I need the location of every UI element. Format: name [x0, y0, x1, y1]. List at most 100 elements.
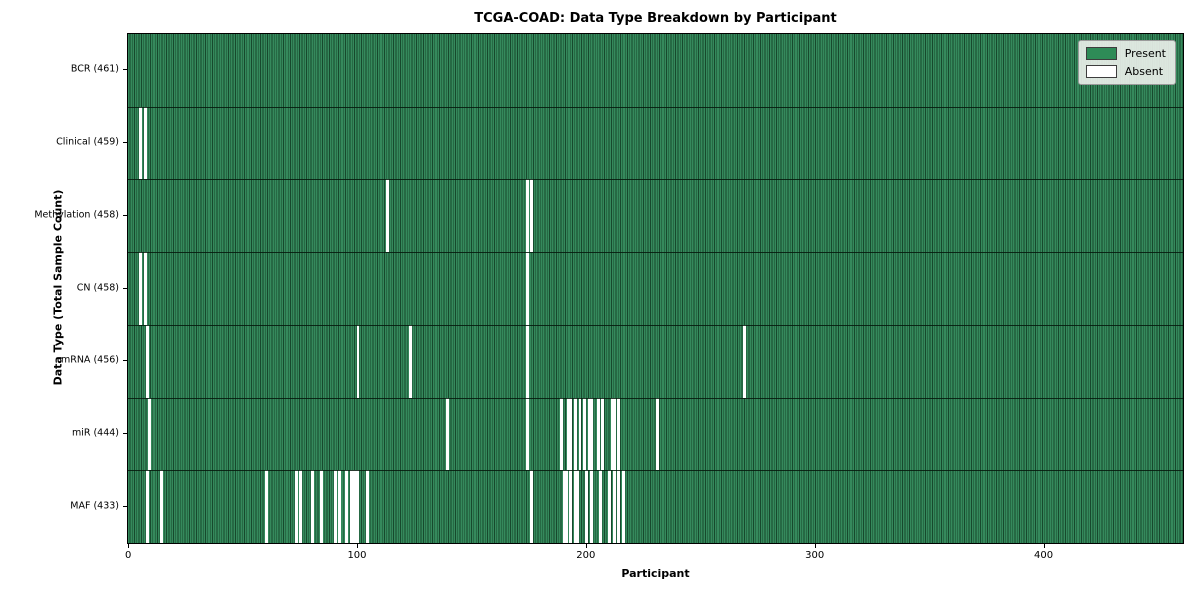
absent-gap [567, 397, 570, 471]
absent-gap [656, 397, 660, 471]
absent-gap [148, 397, 152, 471]
legend-entry-absent: Absent [1085, 65, 1166, 78]
row-divider [128, 324, 1183, 326]
heatmap-rows [128, 34, 1183, 543]
absent-gap [159, 470, 163, 543]
x-tick-mark [585, 544, 587, 548]
absent-gap [338, 470, 342, 543]
absent-gap [143, 106, 147, 180]
absent-gap [608, 470, 612, 543]
heatmap-row-MAF [128, 470, 1183, 543]
absent-gap [612, 397, 616, 471]
absent-gap [525, 324, 529, 398]
y-tick-label-MAF: MAF (433) [70, 500, 119, 512]
absent-gap [578, 397, 582, 471]
absent-gap [351, 470, 355, 543]
absent-gap [143, 252, 147, 325]
absent-gap [525, 179, 529, 253]
y-tick-mark [123, 214, 127, 216]
heatmap-row-miR [128, 397, 1183, 471]
heatmap-row-CN [128, 252, 1183, 325]
x-axis-label: Participant [621, 567, 690, 580]
x-tick-label-200: 200 [576, 550, 596, 561]
y-tick-label-Clinical: Clinical (459) [56, 136, 119, 148]
row-divider [128, 252, 1183, 254]
absent-gap [562, 470, 566, 543]
legend: Present Absent [1077, 40, 1176, 85]
absent-swatch [1085, 65, 1117, 78]
heatmap-row-Clinical [128, 106, 1183, 180]
absent-gap [743, 324, 747, 398]
absent-gap [569, 397, 573, 471]
absent-gap [617, 470, 621, 543]
absent-gap [576, 470, 580, 543]
y-tick-label-CN: CN (458) [76, 282, 119, 293]
absent-gap [146, 324, 149, 398]
absent-gap [525, 252, 529, 325]
heatmap-row-Methylation [128, 179, 1183, 253]
absent-gap [589, 470, 593, 543]
absent-gap [265, 470, 268, 543]
x-tick-mark [356, 544, 358, 548]
y-tick-label-miR: miR (444) [71, 427, 119, 439]
x-tick-mark [128, 544, 130, 548]
absent-gap [356, 324, 360, 398]
present-label: Present [1124, 47, 1166, 60]
absent-gap [573, 470, 577, 543]
absent-gap [386, 179, 390, 253]
y-tick-mark [123, 505, 127, 507]
x-tick-label-400: 400 [1033, 550, 1054, 561]
absent-gap [569, 470, 573, 543]
y-tick-mark [123, 142, 127, 144]
present-swatch [1085, 47, 1117, 60]
x-tick-label-300: 300 [805, 550, 825, 561]
y-tick-mark [123, 69, 127, 71]
absent-gap [560, 397, 564, 471]
absent-gap [589, 397, 593, 471]
y-tick-label-Methylation: Methylation (458) [34, 209, 119, 221]
absent-gap [530, 179, 534, 253]
absent-gap [356, 470, 360, 543]
absent-gap [587, 397, 591, 471]
absent-gap [146, 470, 149, 543]
absent-gap [319, 470, 323, 543]
y-tick-label-BCR: BCR (461) [70, 63, 119, 75]
absent-label: Absent [1124, 65, 1164, 78]
absent-gap [525, 397, 529, 471]
absent-gap [601, 397, 605, 471]
absent-gap [409, 324, 413, 398]
absent-gap [617, 397, 621, 471]
row-divider [128, 397, 1183, 399]
row-divider [128, 470, 1183, 472]
plot-area: Present Absent [127, 33, 1184, 544]
absent-gap [573, 397, 577, 471]
heatmap-row-BCR [128, 34, 1183, 107]
absent-gap [610, 397, 614, 471]
x-tick-label-0: 0 [124, 550, 132, 561]
y-tick-mark [123, 432, 127, 434]
absent-gap [294, 470, 298, 543]
absent-gap [333, 470, 337, 543]
absent-gap [622, 470, 625, 543]
y-tick-mark [123, 287, 127, 289]
absent-gap [349, 470, 353, 543]
absent-gap [599, 470, 602, 543]
absent-gap [310, 470, 314, 543]
absent-gap [612, 470, 616, 543]
y-tick-label-mRNA: mRNA (456) [60, 354, 119, 366]
x-tick-mark [1043, 544, 1045, 548]
absent-gap [596, 397, 600, 471]
absent-gap [354, 470, 358, 543]
x-tick-label-100: 100 [347, 550, 367, 561]
y-tick-mark [123, 360, 127, 362]
chart-title: TCGA-COAD: Data Type Breakdown by Partic… [474, 11, 837, 26]
absent-gap [530, 470, 534, 543]
x-tick-mark [814, 544, 816, 548]
legend-entry-present: Present [1085, 47, 1166, 60]
absent-gap [139, 106, 143, 180]
absent-gap [583, 397, 586, 471]
absent-gap [299, 470, 303, 543]
absent-gap [585, 470, 589, 543]
absent-gap [365, 470, 369, 543]
